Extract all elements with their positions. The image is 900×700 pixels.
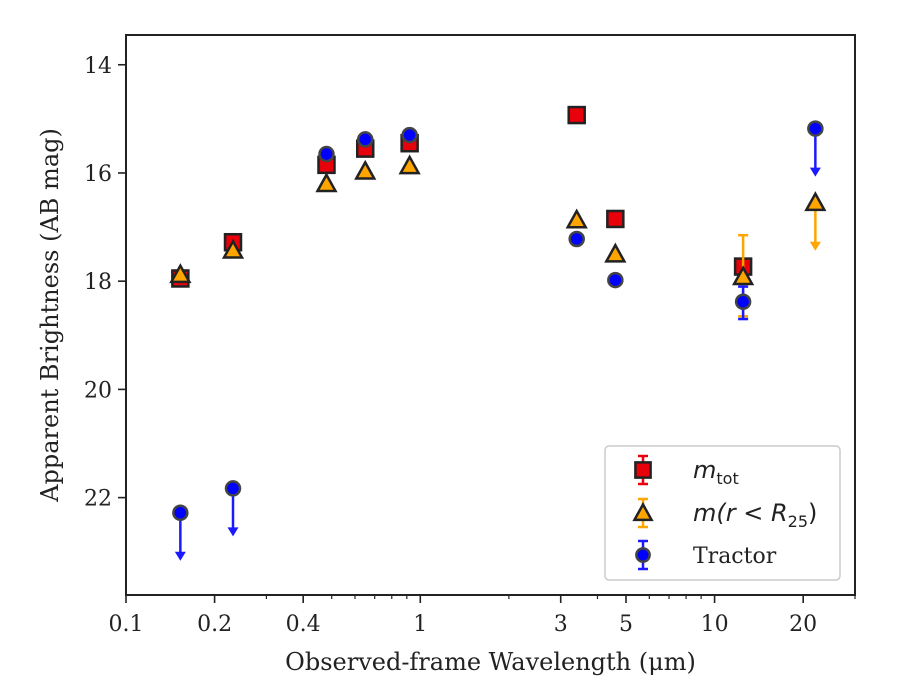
x-tick-label: 0.1 [109, 612, 144, 637]
legend-label: mtot [693, 456, 739, 488]
y-tick-label: 22 [84, 487, 112, 512]
legend-label: Tractor [693, 544, 777, 569]
square-marker [567, 105, 586, 125]
square-marker [606, 209, 625, 229]
triangle-marker [221, 238, 245, 259]
circle-marker [224, 480, 242, 497]
triangle-marker [398, 154, 421, 175]
x-axis-title: Observed-frame Wavelength (μm) [285, 648, 696, 676]
series-square [171, 105, 753, 288]
x-axis-ticks: 0.1 0.2 0.4 1 3 5 10 20 [109, 595, 856, 637]
upper-limit-arrowhead [809, 241, 821, 251]
triangle-marker [169, 263, 192, 284]
x-tick-label: 0.2 [197, 612, 232, 637]
triangle-marker [604, 242, 627, 263]
series-triangle [169, 154, 827, 318]
circle-marker [607, 271, 624, 289]
square-marker [634, 461, 652, 479]
legend-entry: mtot [634, 454, 739, 488]
y-tick-label: 16 [84, 162, 112, 187]
legend-entry: Tractor [635, 539, 777, 571]
y-axis-title: Apparent Brightness (AB mag) [36, 128, 64, 503]
legend-box [604, 445, 841, 581]
legend-label: m(r < R25) [693, 499, 817, 531]
upper-limit-arrowhead [809, 167, 821, 177]
triangle-marker [804, 191, 827, 212]
circle-marker [807, 120, 824, 137]
x-tick-label: 20 [789, 612, 817, 637]
y-axis-ticks: 14 16 18 20 22 [84, 54, 126, 512]
circle-marker [734, 293, 752, 310]
circle-marker [172, 504, 189, 522]
triangle-marker [354, 159, 377, 180]
circle-marker [318, 145, 335, 163]
plot-frame [125, 34, 856, 596]
y-tick-label: 20 [84, 378, 112, 403]
series-circle [172, 120, 824, 561]
data-marks [169, 105, 827, 561]
upper-limit-arrowhead [174, 551, 186, 561]
triangle-marker [315, 172, 338, 193]
circle-marker [401, 126, 418, 144]
x-tick-label: 5 [619, 612, 633, 637]
x-tick-label: 0.4 [286, 612, 321, 637]
triangle-marker [731, 265, 755, 286]
circle-marker [568, 230, 585, 248]
triangle-marker [565, 208, 588, 229]
circle-marker [356, 131, 374, 148]
triangle-marker [632, 501, 654, 522]
legend: mtot m(r < R25) Tractor [604, 445, 841, 581]
x-tick-label: 1 [413, 612, 427, 637]
x-tick-label: 3 [554, 612, 568, 637]
y-tick-label: 18 [84, 270, 112, 295]
legend-entry: m(r < R25) [632, 497, 817, 531]
circle-marker [635, 547, 651, 563]
upper-limit-arrowhead [227, 527, 239, 537]
x-tick-label: 10 [701, 612, 729, 637]
y-tick-label: 14 [84, 54, 112, 79]
